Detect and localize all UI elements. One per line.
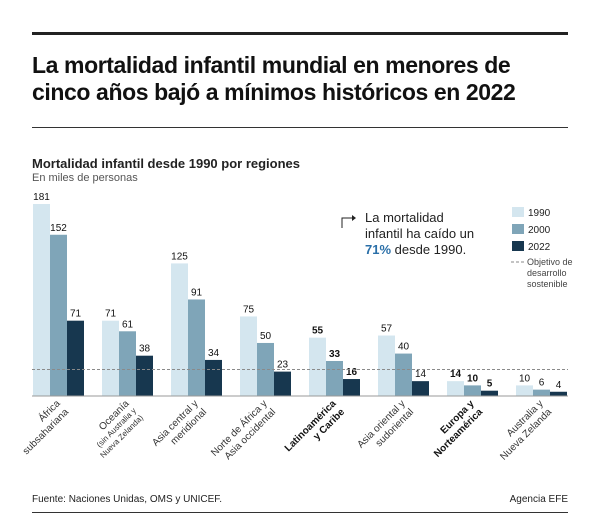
bar-2022-3 [274, 371, 291, 396]
category-label-3: Norte de África yAsia occidental [208, 397, 278, 467]
legend-swatch-2022 [512, 241, 524, 251]
bar-1990-5 [378, 335, 395, 396]
value-label-2022-3: 23 [277, 360, 289, 371]
value-label-2000-3: 50 [260, 331, 272, 342]
bar-2000-2 [188, 299, 205, 396]
bar-2022-4 [343, 379, 360, 396]
bar-2022-7 [550, 391, 567, 396]
annotation-line-3: 71% desde 1990. [365, 242, 466, 257]
bar-2000-6 [464, 385, 481, 396]
bar-2022-5 [412, 381, 429, 396]
title-divider [32, 127, 568, 128]
legend-swatch-2000 [512, 224, 524, 234]
value-label-2000-4: 33 [329, 349, 341, 360]
category-label-7: Australia yNueva Zelanda [490, 398, 555, 463]
category-label-0: Áfricasubsahariana [11, 397, 71, 457]
legend-target-label-2: desarrollo [527, 268, 567, 278]
category-label-2: Asia central ymeridional [150, 398, 209, 457]
value-label-1990-2: 125 [171, 251, 188, 262]
annotation-line-3-rest: desde 1990. [391, 242, 466, 257]
legend-label-1990: 1990 [528, 208, 551, 219]
value-label-2022-4: 16 [346, 367, 358, 378]
bar-1990-1 [102, 320, 119, 396]
annotation-highlight: 71% [365, 242, 391, 257]
bottom-rule [32, 512, 568, 513]
value-label-1990-4: 55 [312, 326, 324, 337]
bar-2022-0 [67, 320, 84, 396]
chart-subtitle: Mortalidad infantil desde 1990 por regio… [32, 156, 301, 171]
value-label-2022-0: 71 [70, 309, 82, 320]
bar-2000-4 [326, 360, 343, 396]
annotation-line-2: infantil ha caído un [365, 226, 474, 241]
legend-target-label-1: Objetivo de [527, 257, 573, 267]
bar-2000-3 [257, 342, 274, 396]
value-label-1990-7: 10 [519, 373, 531, 384]
bar-1990-7 [516, 385, 533, 396]
annotation: La mortalidad infantil ha caído un 71% d… [341, 210, 474, 257]
bar-2000-7 [533, 389, 550, 396]
category-label-4: Latinoaméricay Caribe [283, 398, 348, 463]
bar-2022-2 [205, 359, 222, 396]
value-label-2000-5: 40 [398, 342, 410, 353]
bar-1990-3 [240, 316, 257, 396]
bar-2022-6 [481, 390, 498, 396]
bar-2000-1 [119, 331, 136, 396]
bar-1990-4 [309, 337, 326, 396]
chart-unit-label: En miles de personas [32, 172, 138, 184]
bar-2000-0 [50, 234, 67, 396]
bar-chart: 181 152 71 71 61 38 125 91 34 75 50 23 55 33 16 57 40 14 1… [11, 192, 573, 467]
value-label-2000-7: 6 [539, 378, 545, 389]
bar-2022-1 [136, 355, 153, 396]
annotation-line-1: La mortalidad [365, 210, 444, 225]
legend-label-2000: 2000 [528, 225, 551, 236]
value-label-2000-2: 91 [191, 287, 203, 298]
legend: 1990 2000 2022 Objetivo de desarrollo so… [511, 207, 573, 289]
value-label-2000-1: 61 [122, 319, 134, 330]
annotation-pointer [341, 217, 352, 228]
value-label-1990-5: 57 [381, 324, 393, 335]
bar-1990-2 [171, 263, 188, 396]
bar-1990-6 [447, 381, 464, 396]
value-label-1990-0: 181 [33, 192, 50, 203]
page-title: La mortalidad infantil mundial en menore… [32, 52, 516, 105]
value-label-1990-3: 75 [243, 304, 255, 315]
value-label-2022-2: 34 [208, 348, 220, 359]
bar-1990-0 [33, 204, 50, 396]
value-label-2022-7: 4 [556, 380, 562, 391]
value-label-2000-6: 10 [467, 373, 479, 384]
value-label-2022-6: 5 [487, 379, 493, 390]
top-rule [32, 32, 568, 35]
value-label-2000-0: 152 [50, 223, 67, 234]
category-label-6: Europa yNorteamérica [424, 398, 486, 460]
legend-label-2022: 2022 [528, 242, 551, 253]
agency-credit: Agencia EFE [509, 494, 568, 505]
bar-2000-5 [395, 353, 412, 396]
value-label-1990-1: 71 [105, 309, 117, 320]
value-label-2022-5: 14 [415, 369, 427, 380]
category-label-5: Asia oriental ysudoriental [355, 398, 416, 459]
legend-swatch-1990 [512, 207, 524, 217]
annotation-arrow-icon [352, 215, 356, 221]
value-label-2022-1: 38 [139, 344, 151, 355]
value-label-1990-6: 14 [450, 369, 462, 380]
category-label-1: Oceanía(sin Australia yNueva Zelanda) [84, 398, 146, 460]
legend-target-label-3: sostenible [527, 279, 568, 289]
source-note: Fuente: Naciones Unidas, OMS y UNICEF. [32, 494, 223, 505]
